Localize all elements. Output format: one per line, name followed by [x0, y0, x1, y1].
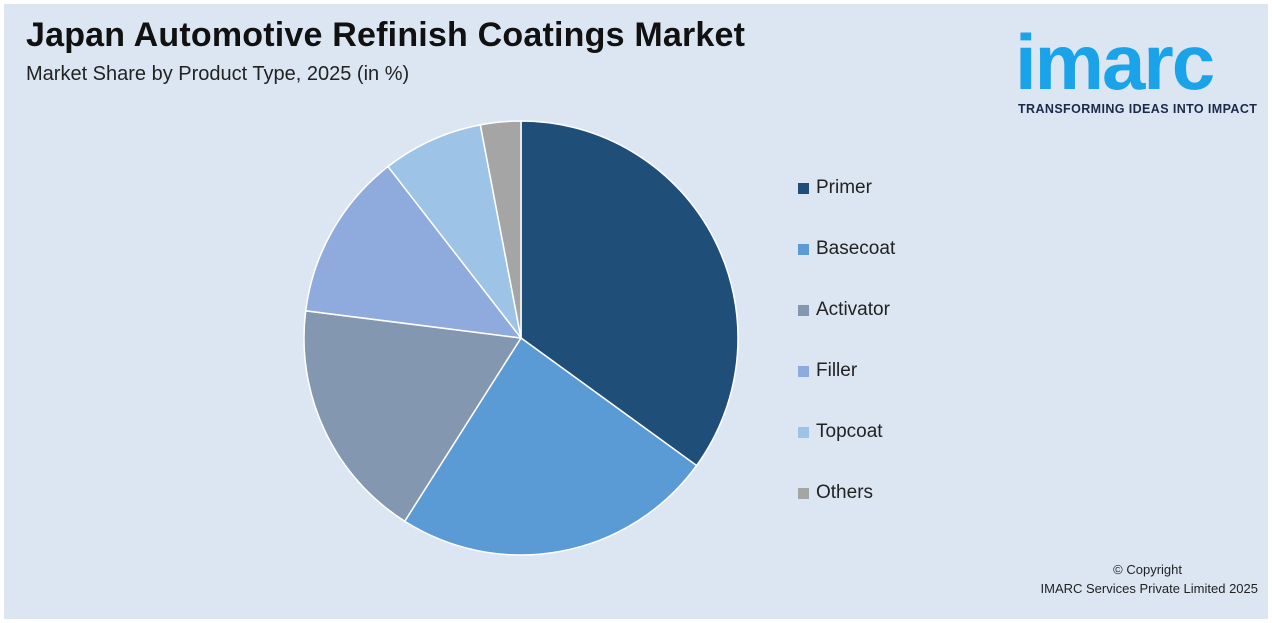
legend-label: Activator [816, 299, 890, 320]
legend-item-basecoat: Basecoat [798, 235, 895, 296]
legend-label: Primer [816, 177, 872, 198]
page-title: Japan Automotive Refinish Coatings Marke… [26, 16, 746, 54]
pie-slice-activator [303, 309, 523, 523]
pie-slice-others [479, 120, 522, 339]
pie-slice-basecoat [403, 336, 698, 556]
logo-wordmark: imarc [1015, 18, 1215, 106]
page-subtitle: Market Share by Product Type, 2025 (in %… [26, 63, 410, 85]
legend-label: Filler [816, 360, 858, 381]
pie-slice-filler [304, 165, 523, 339]
logo-tagline: TRANSFORMING IDEAS INTO IMPACT [1018, 102, 1258, 116]
legend-item-topcoat: Topcoat [798, 418, 895, 479]
pie-slice-primer [520, 120, 739, 467]
legend-label: Topcoat [816, 421, 883, 442]
legend-swatch [798, 305, 809, 316]
copyright-line: © Copyright [1113, 562, 1182, 577]
legend-swatch [798, 244, 809, 255]
legend-item-primer: Primer [798, 174, 895, 235]
copyright-company: IMARC Services Private Limited 2025 [1040, 581, 1258, 596]
imarc-logo: imarc TRANSFORMING IDEAS INTO IMPACT [1015, 12, 1260, 122]
legend-swatch [798, 183, 809, 194]
pie-slice-topcoat [386, 123, 522, 339]
legend-item-filler: Filler [798, 357, 895, 418]
legend-item-others: Others [798, 479, 895, 540]
legend-item-activator: Activator [798, 296, 895, 357]
legend-swatch [798, 427, 809, 438]
legend-label: Basecoat [816, 238, 896, 259]
legend-swatch [798, 366, 809, 377]
copyright-notice: © Copyright IMARC Services Private Limit… [1041, 560, 1258, 598]
chart-legend: Primer Basecoat Activator Filler Topcoat Othe… [798, 174, 895, 540]
legend-label: Others [816, 482, 874, 503]
legend-swatch [798, 488, 809, 499]
